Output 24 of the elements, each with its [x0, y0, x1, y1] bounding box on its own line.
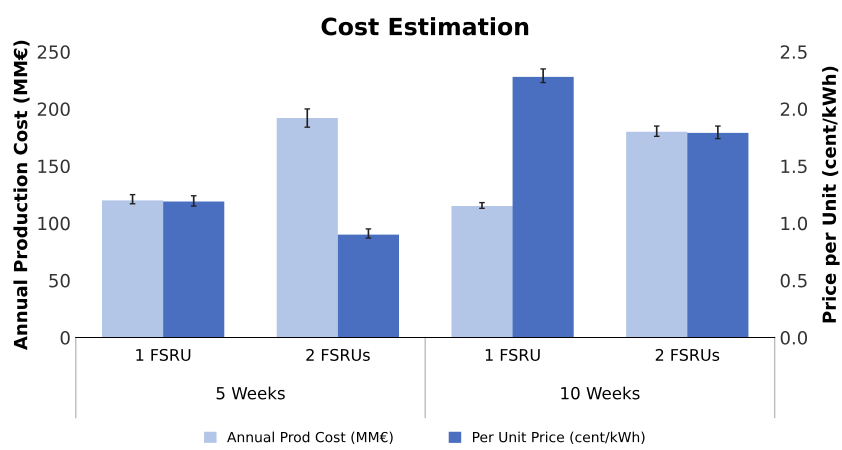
- chart-title: Cost Estimation: [322, 17, 528, 36]
- y-tick-label: 0: [60, 330, 70, 345]
- y-axis-title: Annual Production Cost (MM€): [13, 40, 30, 350]
- x-tick-label: 2 FSRUs: [656, 348, 720, 361]
- y2-tick-label: 1.5: [781, 160, 807, 174]
- legend-label: Annual Prod Cost (MM€): [227, 432, 393, 444]
- y2-axis-title: Price per Unit (cent/kWh): [822, 66, 840, 322]
- y2-tick-label: 2.0: [780, 102, 808, 116]
- x-tick-label: 1 FSRU: [136, 348, 190, 361]
- y-tick-label: 100: [38, 216, 70, 230]
- y-tick-label: 150: [38, 160, 70, 174]
- text: 10 Weeks: [561, 386, 640, 400]
- y-tick-label: 250: [38, 45, 70, 59]
- y2-tick-label: 0.0: [780, 330, 808, 345]
- y2-tick-label: 1.0: [781, 216, 808, 230]
- bar: [276, 118, 338, 338]
- x-tick-label: 2 FSRUs: [306, 348, 370, 361]
- y2-tick-label: 0.5: [780, 274, 807, 288]
- y-tick-label: 50: [49, 274, 70, 288]
- text: 5 Weeks: [216, 386, 285, 400]
- x-tick-label: 1 FSRU: [486, 348, 540, 361]
- y2-tick-label: 2.5: [780, 45, 807, 59]
- y-tick-label: 200: [38, 102, 70, 116]
- legend-label: Per Unit Price (cent/kWh): [472, 432, 644, 444]
